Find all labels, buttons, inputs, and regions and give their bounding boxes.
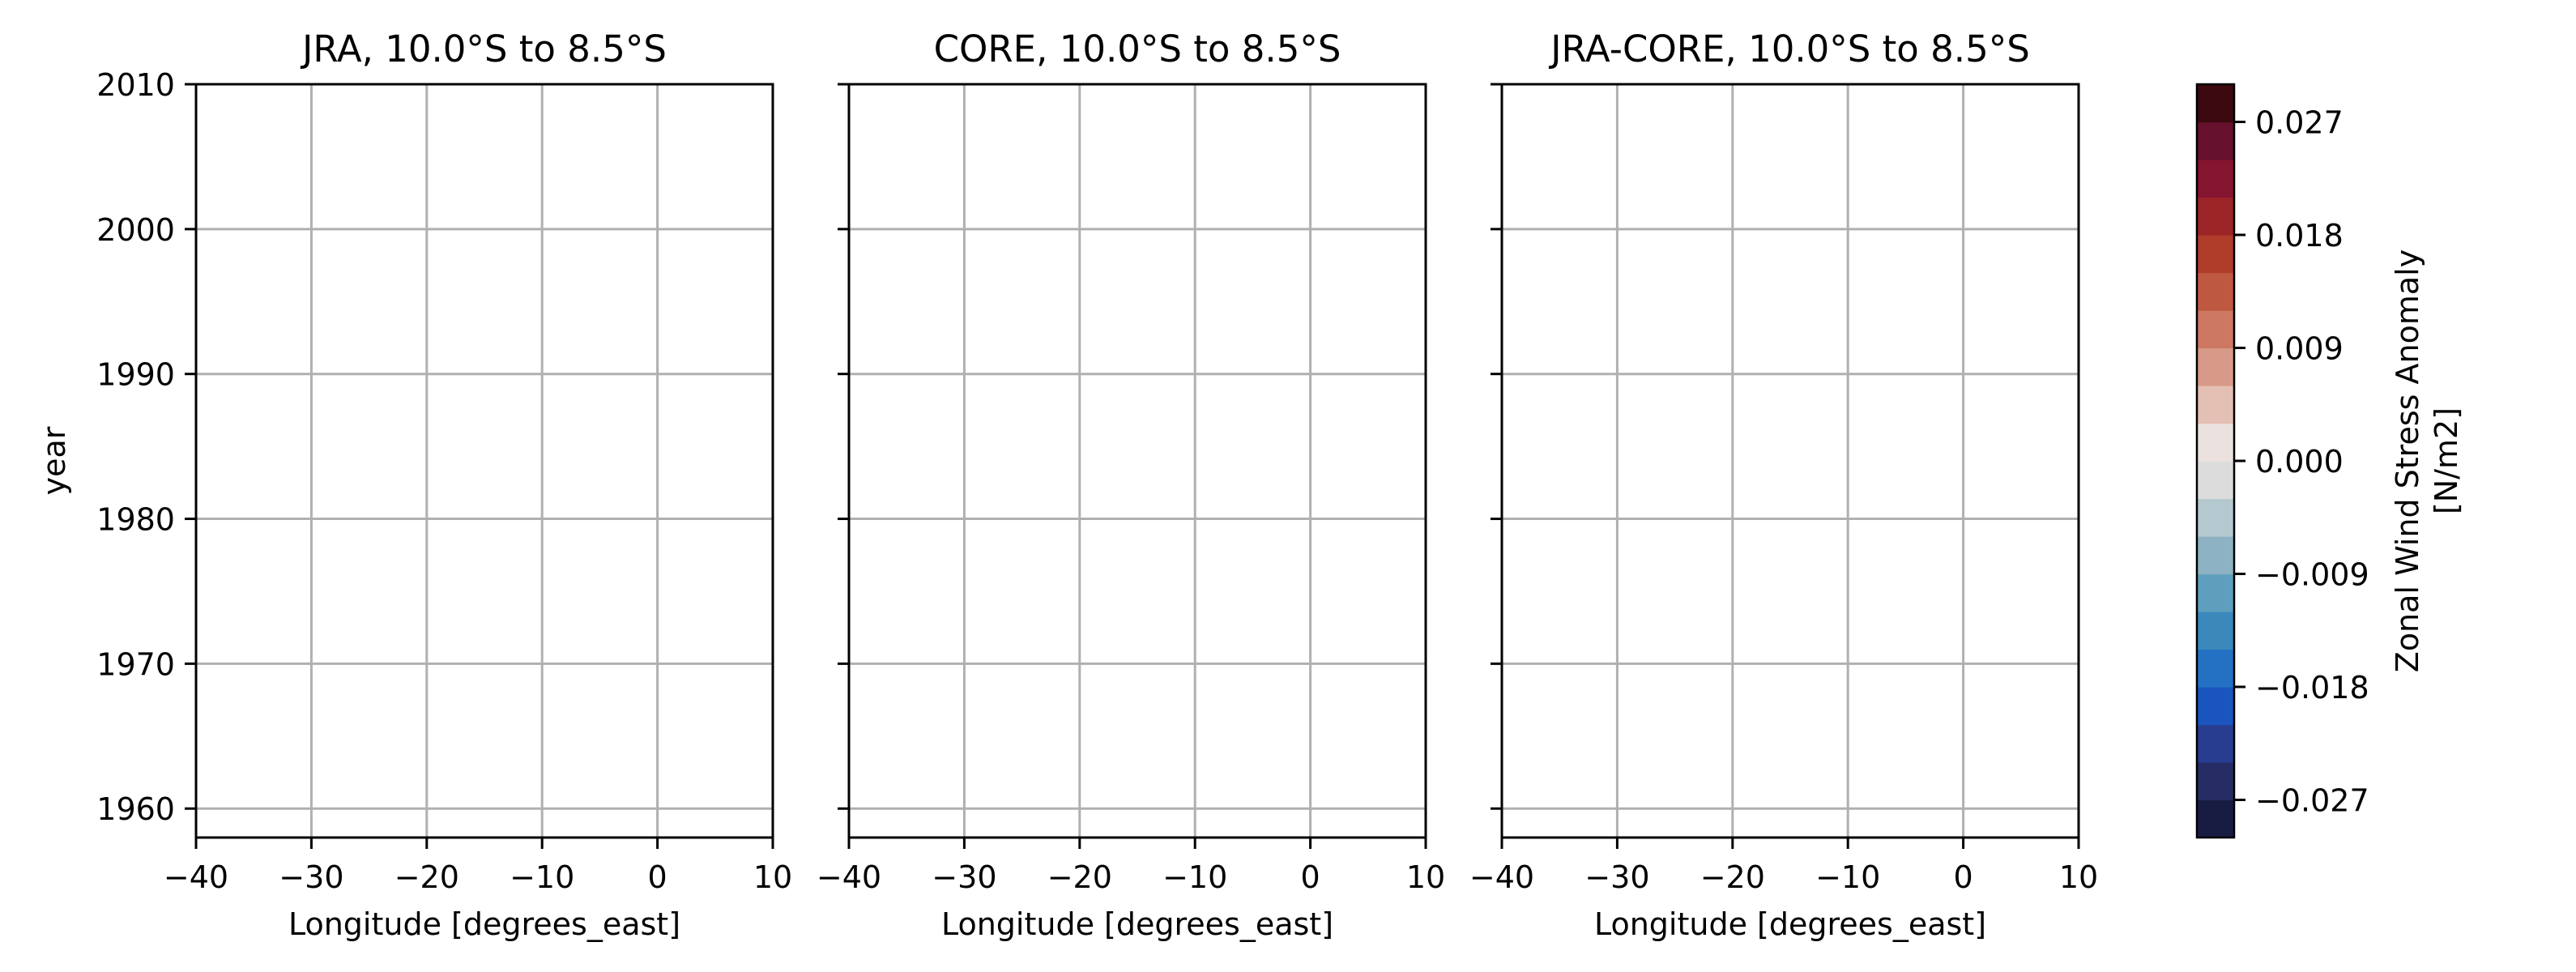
plot-frame [847,83,1427,839]
panel-title: JRA, 10.0°S to 8.5°S [300,28,667,70]
plot-frame [1500,83,2080,839]
x-tick-label: −30 [279,859,343,895]
panel-2: −40 −30 −20 −10 0 10 CORE, 10.0°S to 8.5°S Long… [817,28,1445,942]
colorbar-tick-label: −0.009 [2255,557,2369,593]
panels: −40 −30 −20 −10 0 10 1960 1970 1980 1990 2000 2010 J… [36,28,2098,942]
x-tick-label: −20 [1700,859,1765,895]
colorbar-level [2197,687,2234,726]
panel-title: CORE, 10.0°S to 8.5°S [934,28,1341,70]
colorbar-label-line: Zonal Wind Stress Anomaly [2390,249,2425,672]
colorbar-level [2197,423,2234,462]
x-tick-label: −40 [1469,859,1534,895]
colorbar-level [2197,573,2234,612]
y-tick-label: 1980 [96,502,175,538]
colorbar-level [2197,122,2234,160]
y-tick-label: 1990 [96,357,175,393]
panel-3: −40 −30 −20 −10 0 10 JRA-CORE, 10.0°S to 8.5°S… [1469,28,2098,942]
x-tick-label: −10 [510,859,574,895]
panel-title: JRA-CORE, 10.0°S to 8.5°S [1548,28,2030,70]
x-tick-label: 0 [648,859,667,895]
colorbar-tick-label: 0.027 [2255,105,2344,141]
colorbar-level [2197,272,2234,311]
colorbar-level [2197,536,2234,575]
x-tick-label: 10 [2059,859,2098,895]
x-tick-label: −30 [932,859,996,895]
colorbar-level [2197,160,2234,198]
x-tick-label: 10 [753,859,792,895]
x-tick-label: −30 [1584,859,1649,895]
panel-1: −40 −30 −20 −10 0 10 1960 1970 1980 1990 2000 2010 J… [36,28,792,942]
colorbar-tick-label: −0.027 [2255,783,2369,819]
x-tick-label: 10 [1406,859,1445,895]
colorbar-level [2197,612,2234,650]
y-tick-label: 1960 [96,791,175,827]
colorbar-tick-label: −0.018 [2255,670,2369,706]
colorbar-level [2197,461,2234,500]
colorbar-level [2197,724,2234,763]
x-tick-label: −20 [1047,859,1112,895]
x-tick-label: −40 [817,859,881,895]
x-tick-label: 0 [1301,859,1320,895]
x-tick-label: −40 [164,859,228,895]
colorbar-tick-label: 0.018 [2255,218,2344,254]
colorbar-tick-label: 0.000 [2255,444,2344,480]
colorbar-level [2197,799,2234,838]
x-tick-label: 0 [1954,859,1973,895]
y-tick-label: 2010 [96,67,175,103]
colorbar-label: Zonal Wind Stress Anomaly [N/m2] [2390,249,2464,672]
colorbar-level [2197,347,2234,386]
x-axis-label: Longitude [degrees_east] [1594,906,1986,942]
x-tick-label: −20 [395,859,459,895]
x-axis-label: Longitude [degrees_east] [941,906,1333,942]
y-tick-label: 1970 [96,646,175,682]
colorbar-level [2197,762,2234,801]
colorbar-level [2197,197,2234,236]
colorbar-level [2197,498,2234,537]
colorbar-level [2197,235,2234,274]
x-tick-label: −10 [1815,859,1880,895]
y-axis-label: year [36,426,72,495]
x-axis-label: Longitude [degrees_east] [288,906,680,942]
y-tick-label: 2000 [96,212,175,248]
colorbar: −0.027 −0.018 −0.009 0.000 0.009 0.018 0.027 Zo… [2195,83,2464,839]
colorbar-level [2197,84,2234,123]
x-tick-label: −10 [1162,859,1227,895]
colorbar-tick-label: 0.009 [2255,331,2344,367]
plot-frame [194,83,774,839]
colorbar-level [2197,386,2234,424]
colorbar-label-line: [N/m2] [2429,407,2464,514]
colorbar-level [2197,649,2234,688]
colorbar-level [2197,310,2234,349]
